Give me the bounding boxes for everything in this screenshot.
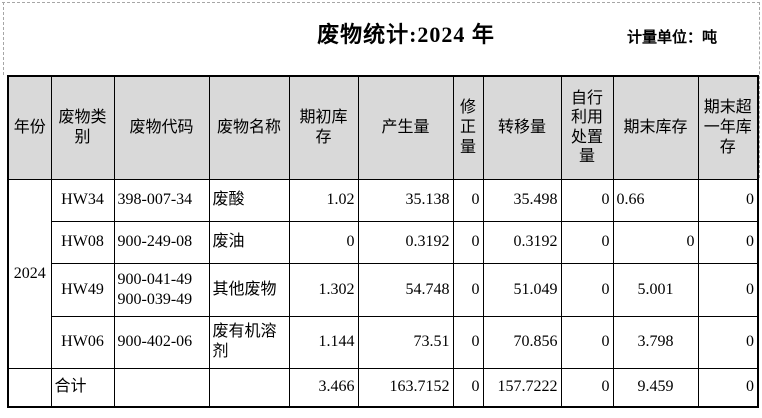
corrected-cell: 0 <box>452 262 484 317</box>
col-header-corrected: 修正量 <box>452 75 484 180</box>
generated-cell: 73.51 <box>357 315 454 369</box>
code-cell: 900-041-49 900-039-49 <box>113 262 210 317</box>
self-disposed-cell: 0 <box>560 367 614 408</box>
page-break-guide-right <box>759 2 760 178</box>
category-cell: HW49 <box>50 262 115 317</box>
name-cell: 废酸 <box>208 178 290 222</box>
opening-stock-cell: 1.144 <box>288 315 359 369</box>
code-cell <box>113 367 210 408</box>
table-header-row: 年份 废物类别 废物代码 废物名称 期初库存 产生量 修正量 转移量 自行利用处置量 期末库存 期末… <box>7 75 759 180</box>
category-cell: HW34 <box>50 178 115 222</box>
closing-stock-cell: 0 <box>612 220 699 264</box>
page-title: 废物统计:2024 年 <box>317 22 495 47</box>
col-header-self-disposed: 自行利用处置量 <box>560 75 614 180</box>
code-cell: 398-007-34 <box>113 178 210 222</box>
year-cell <box>7 367 52 408</box>
generated-cell: 54.748 <box>357 262 454 317</box>
col-header-opening-stock: 期初库存 <box>288 75 359 180</box>
closing-stock-cell: 9.459 <box>612 367 699 408</box>
name-cell: 废有机溶剂 <box>208 315 290 369</box>
self-disposed-cell: 0 <box>560 262 614 317</box>
closing-stock-cell: 3.798 <box>612 315 699 369</box>
corrected-cell: 0 <box>452 220 484 264</box>
row-hw08: HW08 900-249-08 废油 0 0.3192 0 0.3192 0 0 0 <box>8 220 759 264</box>
col-header-generated: 产生量 <box>357 75 454 180</box>
opening-stock-cell: 1.02 <box>288 178 359 222</box>
col-header-code: 废物代码 <box>113 75 210 180</box>
over-one-year-cell: 0 <box>697 178 759 222</box>
col-header-over-one-year: 期末超一年库存 <box>697 75 759 180</box>
self-disposed-cell: 0 <box>560 220 614 264</box>
corrected-cell: 0 <box>452 178 484 222</box>
transferred-cell: 70.856 <box>482 315 562 369</box>
opening-stock-cell: 0 <box>288 220 359 264</box>
code-cell: 900-402-06 <box>113 315 210 369</box>
row-hw06: HW06 900-402-06 废有机溶剂 1.144 73.51 0 70.856 0 3.7… <box>8 315 759 369</box>
over-one-year-cell: 0 <box>697 220 759 264</box>
col-header-closing-stock: 期末库存 <box>612 75 699 180</box>
category-cell: HW08 <box>50 220 115 264</box>
name-cell <box>208 367 290 408</box>
table-body: 2024 HW34 398-007-34 废酸 1.02 35.138 0 35.498 0 0.… <box>7 178 759 408</box>
generated-cell: 0.3192 <box>357 220 454 264</box>
closing-stock-cell: 0.66 <box>612 178 699 222</box>
row-hw34: 2024 HW34 398-007-34 废酸 1.02 35.138 0 35.498 0 0.… <box>7 178 759 369</box>
category-cell: HW06 <box>50 315 115 369</box>
col-header-name: 废物名称 <box>208 75 290 180</box>
transferred-cell: 157.7222 <box>482 367 562 408</box>
row-total: 合计 3.466 163.7152 0 157.7222 0 9.459 0 <box>7 367 759 408</box>
col-header-year: 年份 <box>7 75 52 180</box>
col-header-transferred: 转移量 <box>482 75 562 180</box>
transferred-cell: 35.498 <box>482 178 562 222</box>
total-label-cell: 合计 <box>50 367 115 408</box>
closing-stock-cell: 5.001 <box>612 262 699 317</box>
name-cell: 其他废物 <box>208 262 290 317</box>
row-hw49: HW49 900-041-49 900-039-49 其他废物 1.302 54.748… <box>8 262 759 317</box>
code-cell: 900-249-08 <box>113 220 210 264</box>
page-break-guide-left <box>3 2 4 75</box>
self-disposed-cell: 0 <box>560 315 614 369</box>
unit-label: 计量单位：吨 <box>627 29 718 46</box>
opening-stock-cell: 3.466 <box>288 367 359 408</box>
name-cell: 废油 <box>208 220 290 264</box>
generated-cell: 35.138 <box>357 178 454 222</box>
over-one-year-cell: 0 <box>697 262 759 317</box>
waste-statistics-table: 年份 废物类别 废物代码 废物名称 期初库存 产生量 修正量 转移量 自行利用处置量 期末库存 期末… <box>7 75 759 408</box>
opening-stock-cell: 1.302 <box>288 262 359 317</box>
transferred-cell: 0.3192 <box>482 220 562 264</box>
self-disposed-cell: 0 <box>560 178 614 222</box>
over-one-year-cell: 0 <box>697 367 759 408</box>
generated-cell: 163.7152 <box>357 367 454 408</box>
corrected-cell: 0 <box>452 367 484 408</box>
year-cell: 2024 <box>7 178 52 369</box>
corrected-cell: 0 <box>452 315 484 369</box>
col-header-category: 废物类别 <box>50 75 115 180</box>
transferred-cell: 51.049 <box>482 262 562 317</box>
page-break-guide-top <box>2 2 760 3</box>
over-one-year-cell: 0 <box>697 315 759 369</box>
